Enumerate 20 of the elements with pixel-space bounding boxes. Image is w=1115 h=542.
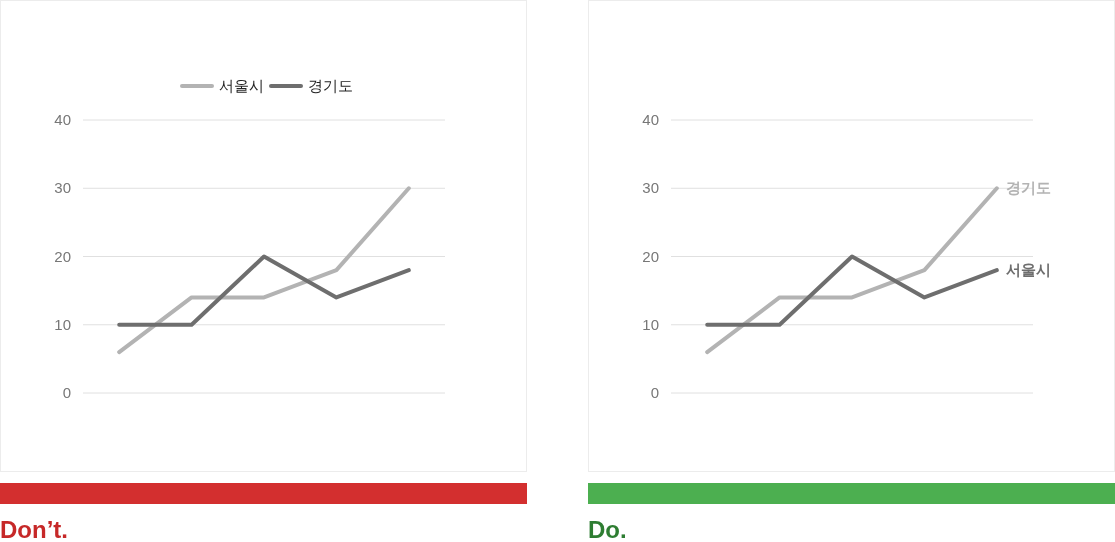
y-tick-label: 0	[62, 384, 71, 401]
y-tick-label: 30	[642, 179, 659, 197]
line-series	[705, 186, 999, 355]
legend-label: 경기도	[308, 77, 353, 94]
y-tick-label: 10	[642, 315, 659, 333]
y-tick-label: 0	[650, 384, 659, 401]
y-tick-label: 40	[54, 111, 71, 128]
line-series	[117, 254, 411, 327]
text: Do.	[588, 516, 627, 542]
text: Don’t.	[0, 516, 68, 542]
y-tick-label: 20	[54, 247, 71, 265]
legend-label: 서울시	[219, 77, 264, 94]
line-series	[117, 186, 411, 355]
series-label: 서울시	[1005, 261, 1051, 279]
y-tick-label: 20	[642, 247, 659, 265]
line-series	[705, 254, 999, 327]
y-tick-label: 30	[54, 179, 71, 197]
y-tick-label: 10	[54, 315, 71, 333]
series-label: 경기도	[1005, 179, 1051, 197]
y-tick-label: 40	[642, 111, 659, 128]
